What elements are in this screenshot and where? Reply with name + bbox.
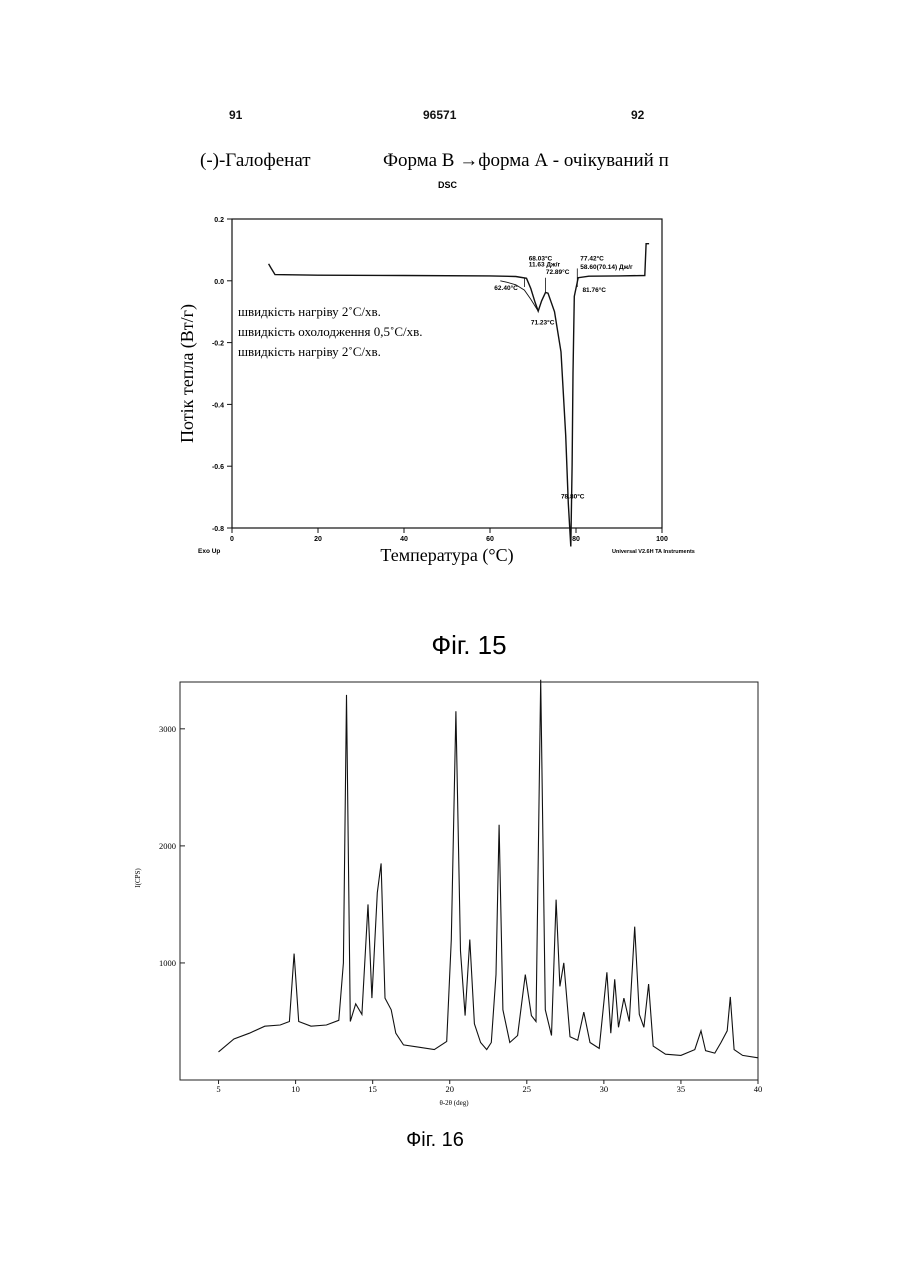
exo-up-label: Exo Up xyxy=(198,548,220,555)
heating-rate-note: швидкість охолодження 0,5˚С/хв. xyxy=(238,324,423,339)
x-tick-label: 0 xyxy=(230,536,234,543)
y-axis-label: I(CPS) xyxy=(134,868,142,888)
x-tick-label: 100 xyxy=(656,536,668,543)
x-tick-label: 20 xyxy=(445,1084,454,1094)
plot-frame xyxy=(180,682,758,1080)
y-tick-label: 0.0 xyxy=(214,279,224,286)
dsc-annotation: 62.40°C xyxy=(494,284,518,292)
instrument-label: Universal V2.6H TA Instruments xyxy=(612,549,695,555)
chart-subtitle: DSC xyxy=(438,180,458,190)
x-tick-label: 80 xyxy=(572,536,580,543)
y-tick-label: 1000 xyxy=(159,958,176,968)
y-tick-label: 2000 xyxy=(159,841,176,851)
y-tick-label: -0.6 xyxy=(212,464,224,471)
chart-title-left: (-)-Галофенат xyxy=(200,150,311,171)
dsc-annotation: 77.42°C xyxy=(580,254,604,262)
x-tick-label: 25 xyxy=(523,1084,532,1094)
x-axis-label: θ-2θ (deg) xyxy=(439,1099,469,1107)
x-axis-label: Температура (°С) xyxy=(380,545,513,566)
figure-caption-15: Фіг. 15 xyxy=(431,630,506,660)
y-tick-label: 3000 xyxy=(159,724,176,734)
dsc-annotation: 81.76°C xyxy=(582,286,606,294)
figure-caption-16: Фіг. 16 xyxy=(406,1129,464,1151)
heating-rate-note: швидкість нагріву 2˚С/хв. xyxy=(238,344,381,359)
heating-rate-note: швидкість нагріву 2˚С/хв. xyxy=(238,304,381,319)
y-tick-label: -0.2 xyxy=(212,341,224,348)
dsc-annotation: 11.63 Дж/г xyxy=(529,262,561,269)
y-axis-label: Потік тепла (Вт/г) xyxy=(177,304,198,443)
xrd-pattern xyxy=(219,680,759,1058)
x-tick-label: 40 xyxy=(400,536,408,543)
dsc-annotation: 78.80°C xyxy=(561,493,585,501)
y-tick-label: -0.4 xyxy=(212,402,224,409)
chart-title-right: Форма В →форма А - очікуваний п xyxy=(383,150,669,171)
x-tick-label: 20 xyxy=(314,536,322,543)
y-tick-label: -0.8 xyxy=(212,526,224,533)
y-tick-label: 0.2 xyxy=(214,217,224,224)
x-tick-label: 15 xyxy=(368,1084,377,1094)
dsc-annotation: 58.60(70.14) Дж/г xyxy=(580,264,633,271)
dsc-chart: (-)-Галофенат Форма В →форма А - очікуван… xyxy=(0,0,901,670)
dsc-annotation: 71.23°C xyxy=(531,319,555,327)
x-tick-label: 30 xyxy=(600,1084,609,1094)
x-tick-label: 40 xyxy=(754,1084,763,1094)
dsc-annotation: 72.89°C xyxy=(546,268,570,276)
x-tick-label: 5 xyxy=(216,1084,220,1094)
x-tick-label: 10 xyxy=(291,1084,300,1094)
x-tick-label: 60 xyxy=(486,536,494,543)
x-tick-label: 35 xyxy=(677,1084,686,1094)
